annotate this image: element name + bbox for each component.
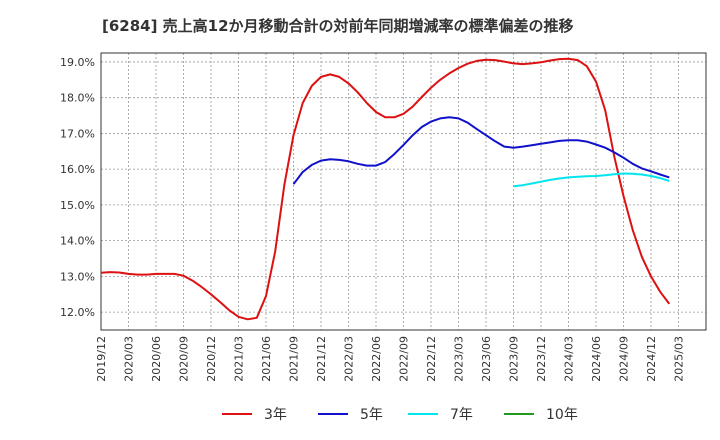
x-tick-label: 2025/03 <box>673 336 686 382</box>
series-line-2 <box>513 172 670 188</box>
x-tick-label: 2021/09 <box>288 336 301 382</box>
x-tick-label: 2020/09 <box>178 336 191 382</box>
x-tick-label: 2022/06 <box>370 336 383 382</box>
x-tick-label: 2020/06 <box>150 336 163 382</box>
plot-frame <box>100 52 707 331</box>
x-tick-label: 2022/12 <box>425 336 438 382</box>
legend: 3年 5年 7年 10年 <box>222 407 578 423</box>
y-tick-label: 19.0% <box>60 56 95 69</box>
legend-label-2: 7年 <box>450 407 473 423</box>
x-tick-label: 2024/12 <box>645 336 658 382</box>
y-tick-label: 13.0% <box>60 270 95 283</box>
x-tick-label: 2021/12 <box>315 336 328 382</box>
x-tick-label: 2021/03 <box>233 336 246 382</box>
chart-title: [6284] 売上高12か月移動合計の対前年同期増減率の標準偏差の推移 <box>102 17 574 35</box>
x-tick-label: 2023/09 <box>508 336 521 382</box>
x-tick-label: 2023/12 <box>535 336 548 382</box>
grid <box>101 53 706 330</box>
x-tick-label: 2024/06 <box>590 336 603 382</box>
series-group <box>100 57 671 321</box>
x-tick-label: 2023/03 <box>453 336 466 382</box>
y-tick-label: 14.0% <box>60 235 95 248</box>
x-tick-label: 2024/03 <box>563 336 576 382</box>
x-tick-label: 2022/09 <box>398 336 411 382</box>
y-tick-label: 17.0% <box>60 127 95 140</box>
x-tick-label: 2019/12 <box>95 336 108 382</box>
series-line-0 <box>100 57 671 321</box>
legend-label-1: 5年 <box>360 407 383 423</box>
x-tick-label: 2024/09 <box>618 336 631 382</box>
x-tick-label: 2020/03 <box>123 336 136 382</box>
legend-label-3: 10年 <box>546 407 578 423</box>
x-tick-label: 2022/03 <box>343 336 356 382</box>
y-tick-label: 15.0% <box>60 199 95 212</box>
legend-label-0: 3年 <box>264 407 287 423</box>
y-tick-label: 18.0% <box>60 92 95 105</box>
x-tick-label: 2021/06 <box>260 336 273 382</box>
x-tick-label: 2023/06 <box>480 336 493 382</box>
x-axis: 2019/12 2020/03 2020/06 2020/09 2020/12 2021/… <box>95 336 686 382</box>
y-tick-label: 16.0% <box>60 163 95 176</box>
series-line-1 <box>292 116 670 185</box>
y-axis: 12.0% 13.0% 14.0% 15.0% 16.0% 17.0% 18.0% 19.0% <box>60 56 95 319</box>
x-tick-label: 2020/12 <box>205 336 218 382</box>
y-tick-label: 12.0% <box>60 306 95 319</box>
